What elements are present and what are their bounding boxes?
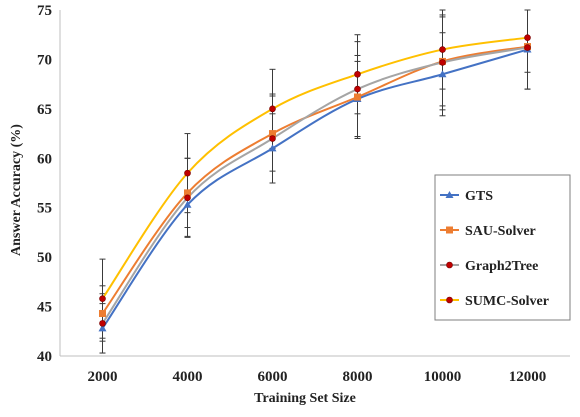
x-tick-label: 2000: [88, 369, 118, 385]
legend-label: SAU-Solver: [465, 224, 536, 239]
x-tick-label: 8000: [343, 369, 373, 385]
data-point-sau-solver: [99, 309, 106, 317]
x-tick-label: 10000: [424, 369, 462, 385]
series-markers: [98, 34, 532, 332]
y-tick-label: 40: [37, 349, 52, 365]
data-point-graph2tree: [524, 44, 531, 51]
data-point-gts: [438, 70, 447, 78]
legend-item-gts: GTS: [440, 189, 493, 204]
data-point-graph2tree: [184, 194, 191, 202]
x-axis-title: Training Set Size: [254, 391, 356, 406]
y-axis-title: Answer Accuracy (%): [9, 124, 24, 256]
legend-swatch-marker: [445, 191, 454, 198]
legend-box: [434, 174, 571, 321]
y-tick-label: 65: [37, 102, 52, 118]
data-point-graph2tree: [99, 320, 106, 327]
data-point-sumc-solver: [184, 169, 191, 177]
legend-swatch-marker: [446, 296, 453, 304]
data-point-sau-solver: [354, 93, 361, 101]
data-point-gts: [183, 200, 192, 208]
legend-item-sau-solver: SAU-Solver: [440, 224, 536, 239]
data-point-sumc-solver: [354, 70, 361, 78]
x-tick-label: 6000: [258, 369, 288, 385]
data-point-sumc-solver: [439, 46, 446, 53]
data-point-sumc-solver: [269, 105, 276, 113]
legend-label: GTS: [465, 189, 493, 204]
legend-item-sumc-solver: SUMC-Solver: [440, 294, 549, 309]
y-tick-label: 55: [37, 201, 52, 217]
data-point-sumc-solver: [524, 34, 531, 41]
y-tick-label: 50: [37, 250, 52, 266]
y-tick-label: 70: [37, 52, 52, 68]
tick-labels: 40 45 50 55 60 65 70 75 2000 4000 6000 8000 10000 120…: [37, 3, 546, 385]
x-tick-label: 12000: [509, 369, 547, 385]
error-bar: [524, 9, 531, 73]
legend-swatch-marker: [446, 261, 453, 269]
legend: GTS SAU-Solver Graph2Tree SUMC-Solver: [434, 174, 571, 321]
axes: [59, 10, 570, 357]
y-tick-label: 75: [37, 3, 52, 19]
data-point-graph2tree: [354, 85, 361, 93]
data-point-sau-solver: [269, 130, 276, 138]
data-point-graph2tree: [439, 59, 446, 66]
data-point-sau-solver: [184, 189, 191, 197]
data-point-gts: [268, 144, 277, 152]
data-point-sumc-solver: [99, 295, 106, 302]
x-tick-label: 4000: [173, 369, 203, 385]
legend-item-graph2tree: Graph2Tree: [440, 259, 538, 274]
series-line-gts: [101, 48, 528, 329]
y-tick-label: 45: [37, 300, 52, 316]
legend-swatch-marker: [446, 226, 453, 234]
data-point-graph2tree: [269, 135, 276, 142]
legend-label: SUMC-Solver: [465, 294, 549, 309]
y-tick-label: 60: [37, 151, 52, 167]
data-point-gts: [98, 324, 107, 332]
legend-label: Graph2Tree: [465, 259, 538, 274]
